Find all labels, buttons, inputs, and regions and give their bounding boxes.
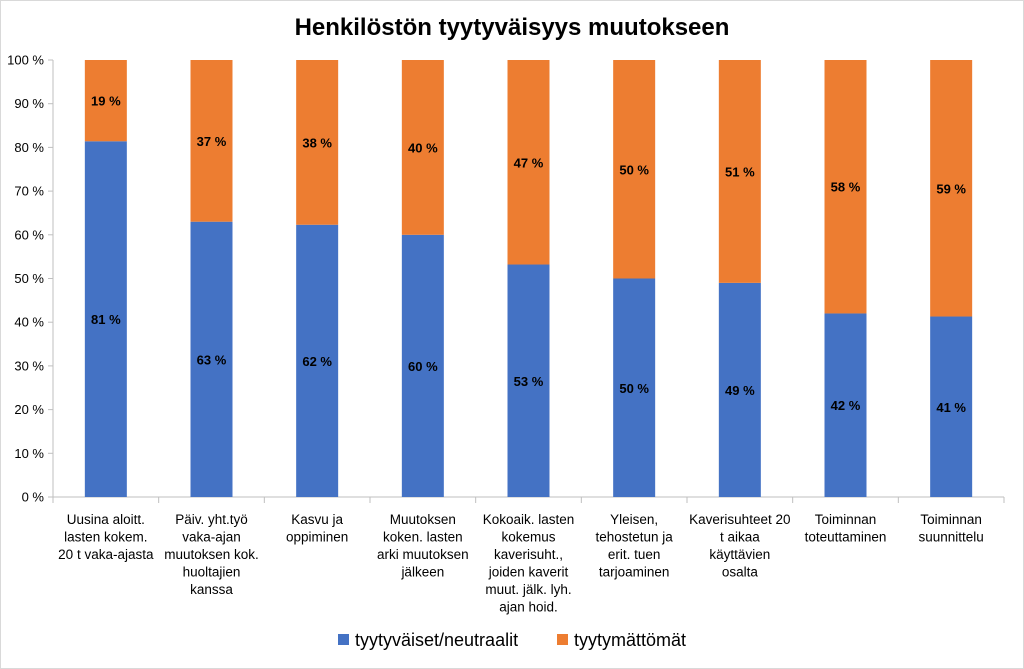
bar-segment-dissatisfied xyxy=(84,60,127,142)
data-label: 59 % xyxy=(936,181,966,196)
data-label: 38 % xyxy=(302,135,332,150)
bar-segment-dissatisfied xyxy=(190,60,233,222)
x-category-label: Kasvu ja oppiminen xyxy=(286,512,348,545)
x-category-label: Muutoksen koken. lasten arki muutoksen jälk… xyxy=(377,512,469,580)
bar-segment-satisfied xyxy=(401,234,444,498)
x-category-label: Yleisen, tehostetun ja erit. tuen tarjoamin… xyxy=(596,512,674,580)
bar-segment-dissatisfied xyxy=(507,60,550,265)
bar-segment-satisfied xyxy=(930,316,973,497)
data-label: 51 % xyxy=(725,164,755,179)
legend-swatch-dissatisfied xyxy=(557,634,568,645)
bar-segment-dissatisfied xyxy=(824,60,867,314)
data-label: 53 % xyxy=(514,374,544,389)
bar-segment-satisfied xyxy=(718,282,761,497)
y-tick-label: 40 % xyxy=(14,315,44,330)
bar-segment-satisfied xyxy=(84,141,127,498)
x-category-label: Kaverisuhteet 20 t aikaa käyttävien osalta xyxy=(689,512,790,580)
bar-segment-dissatisfied xyxy=(613,60,656,279)
bar-segment-satisfied xyxy=(824,313,867,497)
bar-segment-satisfied xyxy=(190,221,233,497)
data-label: 62 % xyxy=(302,354,332,369)
y-tick-label: 0 % xyxy=(22,490,45,505)
legend-swatch-satisfied xyxy=(338,634,349,645)
bar-segment-satisfied xyxy=(613,278,656,497)
bar-segment-dissatisfied xyxy=(718,60,761,283)
legend: tyytyväiset/neutraalit tyytymättömät xyxy=(338,630,686,650)
bar-segment-dissatisfied xyxy=(296,60,339,225)
x-category-label: Toiminnan toteuttaminen xyxy=(805,512,887,545)
x-category-label: Kokoaik. lasten kokemus kaverisuht., joiden… xyxy=(483,512,575,615)
data-label: 58 % xyxy=(831,180,861,195)
x-category-label: Uusina aloitt. lasten kokem. 20 t vaka-aja… xyxy=(58,512,154,562)
data-label: 40 % xyxy=(408,140,438,155)
data-label: 50 % xyxy=(619,162,649,177)
data-label: 50 % xyxy=(619,381,649,396)
bar-segment-dissatisfied xyxy=(401,60,444,235)
y-tick-label: 90 % xyxy=(14,96,44,111)
y-tick-label: 80 % xyxy=(14,140,44,155)
x-category-label: Toiminnan suunnittelu xyxy=(919,512,984,545)
legend-label-dissatisfied: tyytymättömät xyxy=(574,630,686,650)
data-label: 19 % xyxy=(91,94,121,109)
y-tick-label: 30 % xyxy=(14,358,44,373)
data-label: 49 % xyxy=(725,383,755,398)
y-tick-label: 10 % xyxy=(14,446,44,461)
y-tick-label: 50 % xyxy=(14,271,44,286)
chart-title: Henkilöstön tyytyväisyys muutokseen xyxy=(295,14,730,41)
data-label: 47 % xyxy=(514,155,544,170)
x-axis-category-labels: Uusina aloitt. lasten kokem. 20 t vaka-aja… xyxy=(58,512,984,615)
data-label: 81 % xyxy=(91,312,121,327)
data-label: 41 % xyxy=(936,400,966,415)
legend-label-satisfied: tyytyväiset/neutraalit xyxy=(355,630,518,650)
data-label: 42 % xyxy=(831,398,861,413)
bar-segment-dissatisfied xyxy=(930,60,973,317)
bar-segment-satisfied xyxy=(296,224,339,497)
x-category-label: Päiv. yht.työ vaka-ajan muutoksen kok. huol… xyxy=(164,512,259,597)
data-label: 60 % xyxy=(408,359,438,374)
y-tick-label: 70 % xyxy=(14,184,44,199)
data-label: 63 % xyxy=(197,352,227,367)
data-labels: 81 % 19 % 63 % 37 % 62 % 38 % 60 % 40 % 53 % 47 %… xyxy=(91,94,966,415)
y-tick-label: 100 % xyxy=(7,53,44,68)
data-label: 37 % xyxy=(197,134,227,149)
y-tick-label: 20 % xyxy=(14,402,44,417)
bar-segment-satisfied xyxy=(507,264,550,497)
bars xyxy=(84,60,973,498)
y-tick-label: 60 % xyxy=(14,227,44,242)
